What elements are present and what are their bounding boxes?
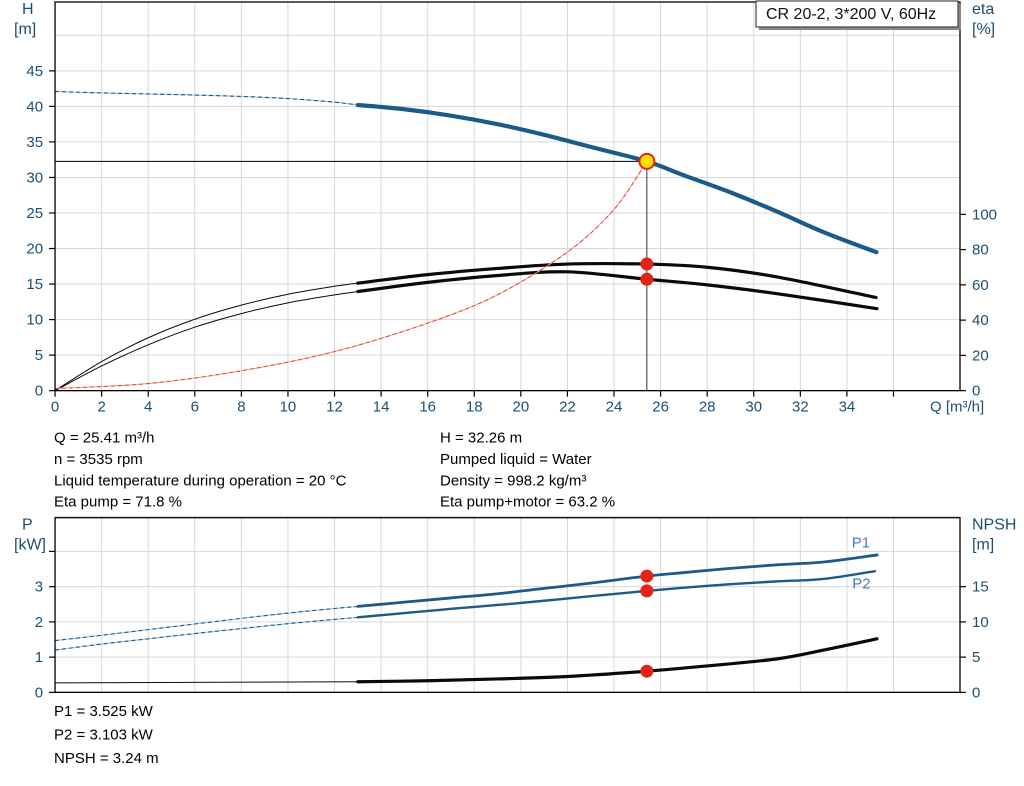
svg-text:0: 0 xyxy=(51,399,59,416)
svg-text:[%]: [%] xyxy=(972,21,995,38)
svg-text:30: 30 xyxy=(745,399,762,416)
svg-text:10: 10 xyxy=(280,399,297,416)
svg-text:40: 40 xyxy=(26,98,43,115)
svg-text:22: 22 xyxy=(559,399,576,416)
svg-text:CR 20-2, 3*200 V, 60Hz: CR 20-2, 3*200 V, 60Hz xyxy=(766,6,936,23)
svg-text:28: 28 xyxy=(699,399,716,416)
svg-text:14: 14 xyxy=(373,399,390,416)
svg-text:Q [m³/h]: Q [m³/h] xyxy=(930,399,984,416)
svg-text:16: 16 xyxy=(419,399,436,416)
svg-text:Eta pump = 71.8 %: Eta pump = 71.8 % xyxy=(54,494,182,511)
svg-text:35: 35 xyxy=(26,134,43,151)
svg-text:n = 3535 rpm: n = 3535 rpm xyxy=(54,451,143,468)
svg-text:P1 = 3.525 kW: P1 = 3.525 kW xyxy=(54,703,154,720)
svg-text:1: 1 xyxy=(35,649,43,666)
svg-text:60: 60 xyxy=(972,277,989,294)
svg-text:34: 34 xyxy=(839,399,856,416)
svg-text:20: 20 xyxy=(26,241,43,258)
svg-text:Eta pump+motor = 63.2 %: Eta pump+motor = 63.2 % xyxy=(440,494,615,511)
svg-text:Q = 25.41 m³/h: Q = 25.41 m³/h xyxy=(54,430,154,447)
svg-text:15: 15 xyxy=(26,276,43,293)
svg-text:15: 15 xyxy=(972,579,989,596)
svg-text:Density = 998.2 kg/m³: Density = 998.2 kg/m³ xyxy=(440,472,586,489)
svg-text:3: 3 xyxy=(35,579,43,596)
svg-text:10: 10 xyxy=(972,614,989,631)
svg-text:18: 18 xyxy=(466,399,483,416)
svg-text:P: P xyxy=(22,517,33,534)
svg-text:NPSH = 3.24 m: NPSH = 3.24 m xyxy=(54,750,159,767)
svg-text:NPSH: NPSH xyxy=(972,517,1016,534)
svg-text:0: 0 xyxy=(35,684,43,701)
svg-text:eta: eta xyxy=(972,1,994,18)
svg-text:40: 40 xyxy=(972,312,989,329)
svg-text:8: 8 xyxy=(237,399,245,416)
svg-text:2: 2 xyxy=(97,399,105,416)
svg-text:25: 25 xyxy=(26,205,43,222)
svg-text:4: 4 xyxy=(144,399,152,416)
svg-text:24: 24 xyxy=(606,399,623,416)
svg-text:100: 100 xyxy=(972,206,997,223)
svg-text:10: 10 xyxy=(26,312,43,329)
svg-text:H: H xyxy=(22,1,34,18)
svg-text:6: 6 xyxy=(191,399,199,416)
svg-text:80: 80 xyxy=(972,242,989,259)
svg-text:30: 30 xyxy=(26,169,43,186)
svg-text:20: 20 xyxy=(972,347,989,364)
svg-text:5: 5 xyxy=(35,347,43,364)
svg-text:Pumped liquid = Water: Pumped liquid = Water xyxy=(440,451,592,468)
svg-text:20: 20 xyxy=(513,399,530,416)
svg-text:32: 32 xyxy=(792,399,809,416)
svg-text:2: 2 xyxy=(35,614,43,631)
svg-text:5: 5 xyxy=(972,649,980,666)
svg-text:H = 32.26 m: H = 32.26 m xyxy=(440,430,522,447)
svg-text:[m]: [m] xyxy=(14,21,36,38)
svg-text:0: 0 xyxy=(972,684,980,701)
svg-text:[kW]: [kW] xyxy=(14,537,46,554)
svg-text:[m]: [m] xyxy=(972,537,994,554)
svg-text:12: 12 xyxy=(326,399,343,416)
svg-text:P2 = 3.103 kW: P2 = 3.103 kW xyxy=(54,727,154,744)
svg-text:P2: P2 xyxy=(852,575,870,592)
svg-text:0: 0 xyxy=(35,383,43,400)
svg-text:Liquid temperature during oper: Liquid temperature during operation = 20… xyxy=(54,472,347,489)
svg-text:0: 0 xyxy=(972,383,980,400)
svg-text:45: 45 xyxy=(26,63,43,80)
svg-text:P1: P1 xyxy=(852,535,870,552)
svg-text:26: 26 xyxy=(652,399,669,416)
